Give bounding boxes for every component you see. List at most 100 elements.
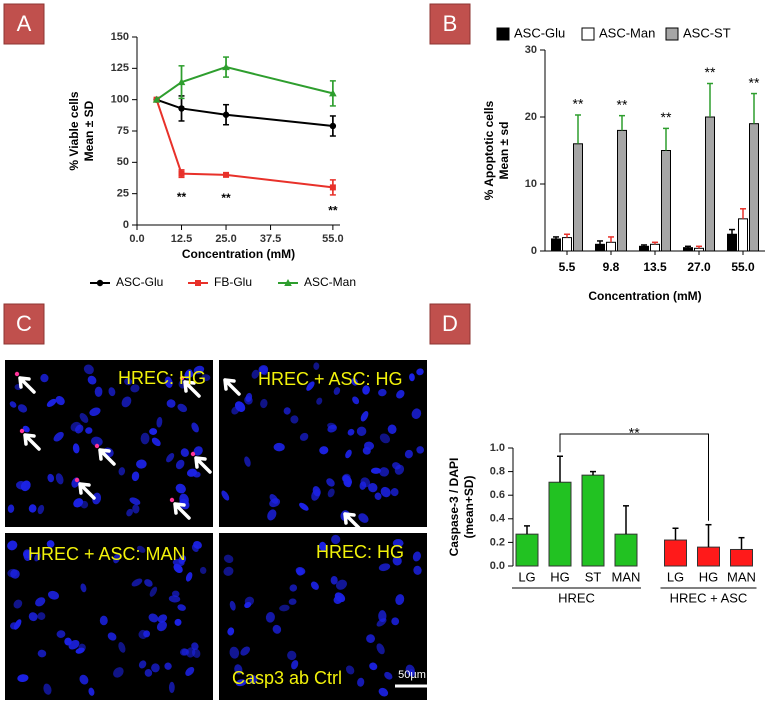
nucleus — [258, 365, 269, 375]
y-tick-label: 10 — [525, 178, 537, 190]
error-bar — [705, 523, 712, 548]
x-tick-label: 13.5 — [643, 260, 667, 274]
annotation: ** — [328, 204, 338, 218]
marker — [329, 89, 337, 97]
legend-label: ASC-Glu — [514, 25, 565, 40]
error-bar — [672, 527, 679, 541]
nucleus — [168, 681, 175, 694]
nucleus — [333, 387, 341, 395]
y-tick-label: 30 — [525, 44, 537, 56]
nucleus — [376, 643, 385, 655]
image-background — [219, 533, 427, 700]
y-axis-label: Caspase-3 / DAPI — [447, 458, 461, 557]
nucleus — [327, 488, 335, 498]
nucleus — [184, 369, 193, 380]
error-bar — [557, 455, 563, 483]
nucleus — [144, 579, 153, 587]
x-axis-label: Concentration (mM) — [182, 247, 295, 261]
nucleus — [279, 604, 290, 612]
nucleus — [85, 427, 93, 434]
nucleus — [409, 373, 415, 382]
nucleus — [94, 386, 103, 397]
x-tick-label: 12.5 — [171, 233, 192, 245]
legend-label: ASC-Man — [304, 275, 356, 289]
nucleus — [22, 549, 33, 559]
nucleus — [229, 646, 240, 659]
nucleus — [177, 403, 188, 413]
caspase-signal — [190, 451, 196, 457]
micrograph: HREC + ASC: HG — [219, 360, 427, 530]
nucleus — [35, 597, 46, 607]
nucleus — [330, 575, 338, 585]
nucleus — [186, 647, 196, 658]
nucleus — [416, 446, 425, 454]
nucleus — [299, 502, 309, 511]
nucleus — [177, 604, 186, 611]
nucleus — [306, 381, 315, 391]
nucleus — [164, 662, 172, 670]
nucleus — [413, 565, 422, 575]
nucleus — [326, 478, 335, 487]
bar — [749, 123, 759, 252]
image-background — [219, 360, 427, 527]
nucleus — [360, 411, 369, 422]
nucleus — [357, 677, 365, 687]
y-tick-label: 0.6 — [490, 489, 505, 501]
nucleus — [352, 396, 360, 405]
nucleus — [138, 660, 147, 669]
nucleus — [273, 442, 285, 452]
nucleus — [9, 401, 17, 408]
nucleus — [192, 471, 201, 478]
nucleus — [351, 378, 358, 386]
x-tick-label: 37.5 — [260, 233, 281, 245]
annotation: ** — [221, 191, 231, 205]
error-bar — [751, 92, 757, 124]
nucleus — [231, 406, 240, 415]
y-tick-label: 75 — [117, 125, 129, 137]
legend-label: FB-Glu — [214, 275, 252, 289]
nucleus — [310, 581, 319, 590]
bar — [581, 474, 605, 567]
nucleus — [79, 674, 89, 685]
nucleus — [151, 437, 161, 447]
nucleus — [363, 441, 375, 450]
nucleus — [341, 473, 351, 482]
panel-label-box — [3, 3, 45, 45]
x-tick-label: LG — [667, 569, 684, 584]
nucleus — [7, 540, 18, 551]
nucleus — [37, 649, 47, 658]
marker — [178, 170, 185, 177]
nucleus — [356, 426, 367, 436]
nucleus — [151, 663, 160, 673]
nucleus — [368, 483, 378, 493]
nucleus — [345, 449, 352, 459]
nucleus — [180, 448, 189, 457]
nucleus — [10, 569, 20, 579]
nucleus — [92, 492, 102, 505]
bar — [664, 539, 687, 567]
arrow — [183, 380, 201, 398]
nucleus — [269, 498, 281, 508]
bar — [515, 533, 539, 567]
nucleus — [396, 390, 405, 399]
x-tick-label: MAN — [612, 569, 641, 584]
nucleus — [13, 599, 23, 609]
nucleus — [47, 590, 60, 600]
nucleus — [404, 449, 413, 459]
bar — [705, 116, 715, 252]
nucleus — [132, 504, 140, 514]
nucleus — [55, 396, 65, 406]
nucleus — [124, 377, 133, 386]
nucleus — [56, 630, 66, 638]
nucleus — [55, 473, 64, 485]
nucleus — [130, 384, 140, 393]
nucleus — [191, 422, 199, 433]
nucleus — [88, 687, 95, 696]
nucleus — [46, 540, 55, 548]
panel-label-box — [429, 3, 471, 45]
nucleus — [392, 539, 404, 548]
nucleus — [28, 504, 37, 513]
micrograph: HREC: HG — [5, 360, 213, 527]
nucleus — [34, 552, 41, 562]
marker — [195, 280, 201, 286]
